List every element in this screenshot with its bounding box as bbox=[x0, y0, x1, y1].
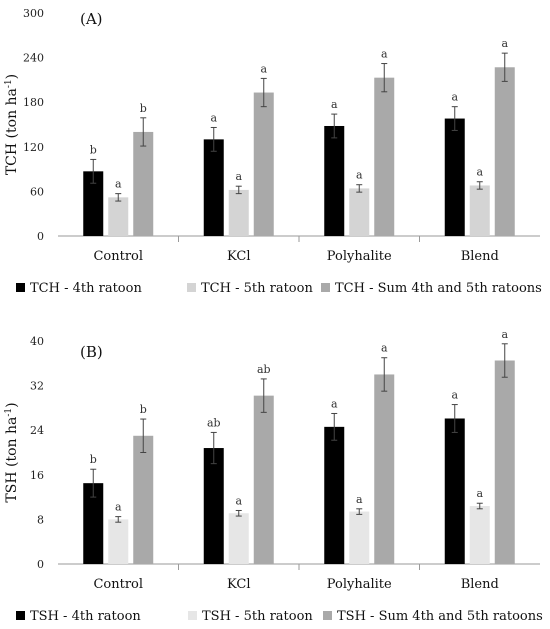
x-category-label: Control bbox=[93, 577, 143, 592]
bar bbox=[108, 197, 129, 236]
bar bbox=[83, 483, 104, 564]
significance-letter: a bbox=[210, 111, 217, 124]
significance-letter: a bbox=[381, 342, 388, 355]
significance-letter: a bbox=[115, 501, 122, 514]
legend-swatch bbox=[16, 283, 25, 292]
panel-label: (A) bbox=[80, 10, 103, 28]
bar bbox=[494, 67, 515, 236]
bar bbox=[203, 448, 224, 564]
bar bbox=[374, 77, 395, 236]
bar bbox=[444, 118, 465, 236]
significance-letter: ab bbox=[207, 416, 221, 429]
bar bbox=[253, 395, 274, 564]
significance-letter: a bbox=[356, 493, 363, 506]
y-tick-label: 40 bbox=[30, 335, 44, 348]
y-tick-label: 8 bbox=[37, 513, 44, 526]
significance-letter: b bbox=[140, 102, 147, 115]
x-category-label: KCl bbox=[227, 577, 250, 592]
y-tick-label: 240 bbox=[23, 52, 44, 65]
bar bbox=[469, 185, 490, 236]
significance-letter: a bbox=[331, 98, 338, 111]
legend-swatch bbox=[188, 611, 197, 620]
bar bbox=[228, 513, 249, 564]
panel-a-tch: 0 60 120 180 240 300 TCH (ton ha-1) (A) Control b… bbox=[4, 7, 542, 296]
y-axis-label: TCH (ton ha-1) bbox=[4, 74, 20, 175]
significance-letter: a bbox=[476, 487, 483, 500]
x-category-label: KCl bbox=[227, 249, 250, 264]
significance-letter: a bbox=[451, 91, 458, 104]
legend-label: TSH - 4th ratoon bbox=[30, 609, 141, 624]
bar bbox=[324, 426, 345, 564]
significance-letter: b bbox=[90, 453, 97, 466]
y-tick-label: 16 bbox=[30, 469, 44, 482]
significance-letter: a bbox=[235, 170, 242, 183]
significance-letter: a bbox=[451, 389, 458, 402]
legend-swatch bbox=[323, 611, 332, 620]
bar bbox=[494, 360, 515, 564]
x-category-label: Blend bbox=[461, 249, 499, 264]
bar bbox=[203, 139, 224, 236]
significance-letter: b bbox=[140, 403, 147, 416]
legend-label: TCH - 4th ratoon bbox=[30, 281, 142, 296]
legend-swatch bbox=[321, 283, 330, 292]
y-tick-label: 120 bbox=[23, 141, 44, 154]
legend-label: TSH - 5th ratoon bbox=[202, 609, 313, 624]
legend-label: TCH - 5th ratoon bbox=[201, 281, 313, 296]
x-category-label: Control bbox=[93, 249, 143, 264]
bar bbox=[133, 435, 154, 564]
bar bbox=[228, 189, 249, 236]
bar bbox=[83, 171, 104, 236]
y-tick-label: 0 bbox=[37, 558, 44, 571]
significance-letter: a bbox=[356, 169, 363, 182]
y-tick-label: 0 bbox=[37, 230, 44, 243]
significance-letter: a bbox=[115, 178, 122, 191]
bar bbox=[108, 519, 129, 564]
bar bbox=[133, 131, 154, 236]
y-tick-label: 300 bbox=[23, 7, 44, 20]
significance-letter: b bbox=[90, 143, 97, 156]
x-category-label: Blend bbox=[461, 577, 499, 592]
bar bbox=[349, 188, 370, 236]
significance-letter: ab bbox=[257, 363, 271, 376]
x-category-label: Polyhalite bbox=[327, 577, 392, 592]
legend-label: TCH - Sum 4th and 5th ratoons bbox=[335, 281, 542, 296]
significance-letter: a bbox=[331, 397, 338, 410]
y-tick-label: 32 bbox=[30, 380, 44, 393]
legend-label: TSH - Sum 4th and 5th ratoons bbox=[337, 609, 543, 624]
panel-label: (B) bbox=[80, 343, 103, 361]
significance-letter: a bbox=[381, 48, 388, 61]
bar bbox=[469, 506, 490, 564]
bar bbox=[324, 125, 345, 236]
significance-letter: a bbox=[260, 62, 267, 75]
legend-swatch bbox=[187, 283, 196, 292]
y-axis-label: TSH (ton ha-1) bbox=[4, 402, 20, 502]
bar bbox=[374, 374, 395, 564]
x-category-label: Polyhalite bbox=[327, 249, 392, 264]
bar bbox=[253, 92, 274, 236]
significance-letter: a bbox=[501, 328, 508, 341]
significance-letter: a bbox=[476, 166, 483, 179]
bar bbox=[444, 418, 465, 564]
y-tick-label: 24 bbox=[30, 424, 44, 437]
significance-letter: a bbox=[501, 37, 508, 50]
significance-letter: a bbox=[235, 494, 242, 507]
y-tick-label: 60 bbox=[30, 185, 44, 198]
legend-swatch bbox=[16, 611, 25, 620]
y-tick-label: 180 bbox=[23, 96, 44, 109]
bar bbox=[349, 511, 370, 564]
